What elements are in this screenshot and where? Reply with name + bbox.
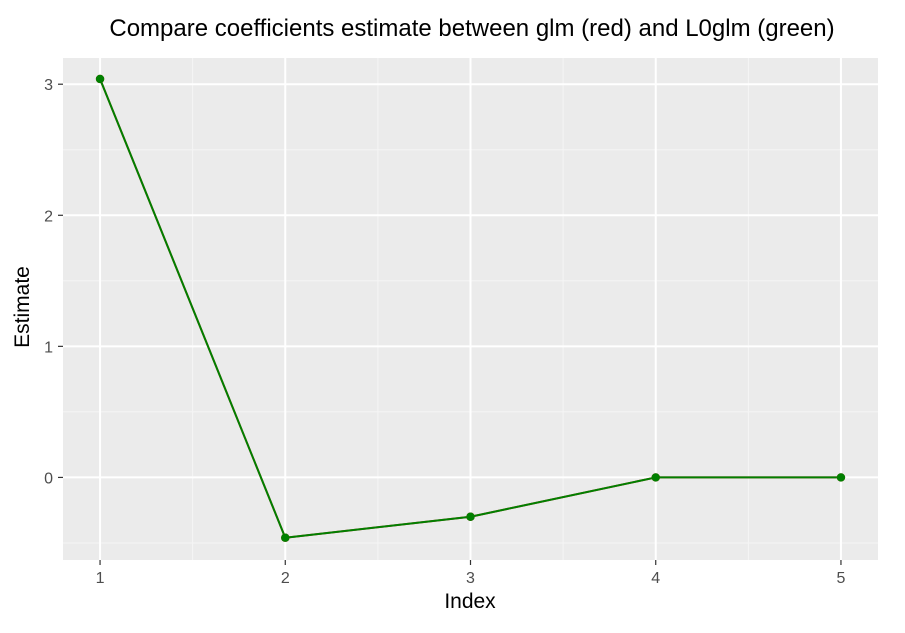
x-tick-label: 5 <box>837 570 846 587</box>
data-point-s2-2 <box>281 533 290 542</box>
y-axis-title: Estimate <box>11 266 34 348</box>
x-axis: 1 2 3 4 5 <box>96 560 846 587</box>
y-tick-label: 3 <box>44 77 53 94</box>
x-tick-label: 1 <box>96 570 105 587</box>
data-point-s2-4 <box>651 473 660 482</box>
y-tick-label: 2 <box>44 208 53 225</box>
x-tick-label: 3 <box>466 570 475 587</box>
y-tick-label: 1 <box>44 339 53 356</box>
y-axis: 0 1 2 3 <box>44 77 63 487</box>
plot-panel <box>63 58 878 560</box>
chart-title: Compare coefficients estimate between gl… <box>109 15 834 42</box>
data-point-s2-1 <box>95 74 105 84</box>
y-tick-label: 0 <box>44 470 53 487</box>
data-point-s2-3 <box>466 512 475 521</box>
x-axis-title: Index <box>444 590 496 613</box>
x-tick-label: 4 <box>651 570 660 587</box>
x-tick-label: 2 <box>281 570 290 587</box>
data-point-s2-5 <box>836 473 846 482</box>
